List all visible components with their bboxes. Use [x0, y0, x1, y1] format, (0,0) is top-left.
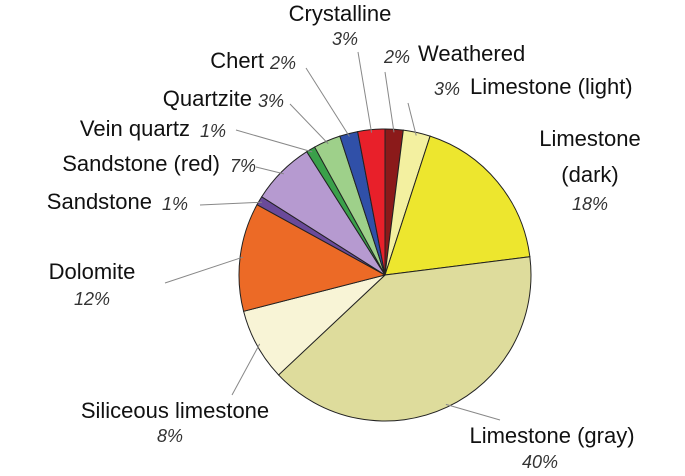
- leader-line: [407, 102, 417, 136]
- slice-label: Vein quartz: [80, 116, 190, 141]
- slice-label: Weathered: [418, 41, 525, 66]
- value-label: 1%: [200, 121, 226, 141]
- leader-line: [231, 343, 261, 396]
- label-line: (dark): [561, 162, 618, 187]
- value-label: 18%: [572, 194, 608, 214]
- leader-line: [289, 103, 329, 145]
- value-label: 8%: [157, 426, 183, 446]
- value-label: 3%: [332, 29, 358, 49]
- value-label: 3%: [258, 91, 284, 111]
- slice-label: Sandstone (red): [62, 151, 220, 176]
- value-label: 1%: [162, 194, 188, 214]
- label-line: Limestone: [539, 126, 641, 151]
- leader-line: [235, 129, 313, 153]
- leader-line: [255, 166, 285, 175]
- slice-label: Quartzite: [163, 86, 252, 111]
- value-label: 7%: [230, 156, 256, 176]
- value-label: 40%: [522, 452, 558, 472]
- slice-label: Limestone (light): [470, 74, 633, 99]
- value-label: 2%: [383, 47, 410, 67]
- slice-label: Dolomite: [49, 259, 136, 284]
- pie-slice: [238, 203, 387, 312]
- leader-line: [445, 403, 501, 421]
- value-label: 12%: [74, 289, 110, 309]
- leader-line: [164, 256, 244, 284]
- leader-line: [305, 67, 350, 137]
- leader-line: [357, 51, 373, 133]
- slice-label: Limestone (dark): [539, 126, 641, 187]
- leader-line: [384, 71, 395, 133]
- pie-slice: [277, 256, 532, 422]
- value-label: 2%: [269, 53, 296, 73]
- slice-label: Chert: [210, 48, 264, 73]
- slice-label: Crystalline: [289, 1, 392, 26]
- slice-label: Limestone (gray): [469, 423, 634, 448]
- slice-label: Sandstone: [47, 189, 152, 214]
- leader-line: [199, 201, 262, 206]
- value-label: 3%: [434, 79, 460, 99]
- pie-slice: [384, 135, 531, 276]
- slice-label: Siliceous limestone: [81, 398, 269, 423]
